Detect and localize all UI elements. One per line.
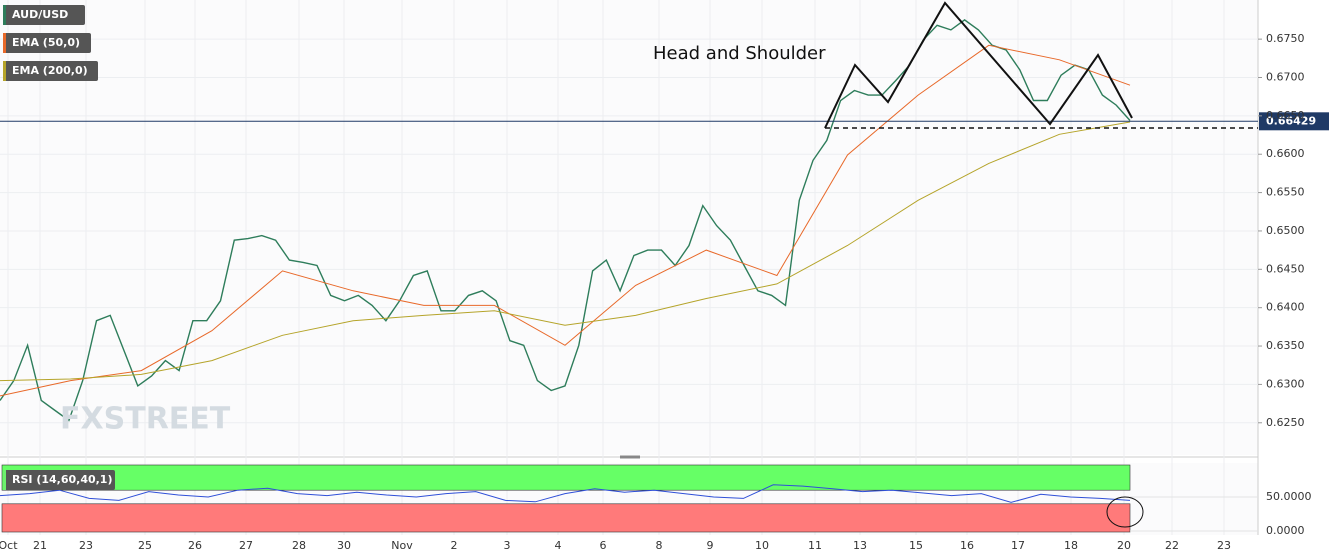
x-tick-label: 26 [188,539,202,552]
x-tick-label: 21 [33,539,47,552]
x-tick-label: 13 [853,539,867,552]
x-tick-label: 15 [909,539,923,552]
y-tick-label: 0.6400 [1266,301,1305,314]
x-tick-label: Oct [0,539,18,552]
x-tick-label: 27 [239,539,253,552]
price-pane [0,0,1258,455]
series-line [0,121,1131,382]
legend-swatch [3,61,6,81]
x-tick-label: 4 [555,539,562,552]
x-tick-label: 28 [292,539,306,552]
y-tick-label: 0.6550 [1266,186,1305,199]
x-tick-label: 23 [79,539,93,552]
y-tick-label: 0.6750 [1266,32,1305,45]
series-line [0,44,1131,397]
rsi-line [0,484,1131,503]
watermark: FXSTREET [60,402,231,437]
rsi-circle [1106,496,1144,528]
legend-label: AUD/USD [12,8,68,21]
price-tag [1259,112,1329,131]
y-tick-label: 0.6650 [1266,109,1305,122]
x-tick-label: 9 [707,539,714,552]
x-tick-label: 16 [960,539,974,552]
x-tick-label: 22 [1165,539,1179,552]
x-tick-label: 18 [1064,539,1078,552]
legend-swatch [3,5,6,25]
rsi-tick-label: 50.0000 [1266,490,1312,503]
pattern [824,1,1258,528]
rsi-label-box [3,470,115,490]
x-tick-label: 10 [755,539,769,552]
legend-swatch [3,33,6,53]
y-tick-label: 0.6450 [1266,262,1305,275]
rsi-label: RSI (14,60,40,1) [12,473,112,486]
x-tick-label: 20 [1117,539,1131,552]
y-tick-label: 0.6500 [1266,224,1305,237]
price-tag-label: 0.66429 [1266,114,1316,127]
legend-label: EMA (50,0) [12,36,80,49]
x-tick-label: 3 [504,539,511,552]
rsi-swatch [3,470,6,490]
legend-label: EMA (200,0) [12,64,88,77]
legend-box [3,33,91,53]
y-tick-label: 0.6250 [1266,416,1305,429]
rsi-upper-zone [1,464,1131,491]
x-tick-label: 30 [337,539,351,552]
x-tick-label: 2 [451,539,458,552]
y-tick-label: 0.6700 [1266,70,1305,83]
rsi-lower-zone [1,503,1131,533]
x-tick-label: 17 [1011,539,1025,552]
x-tick-label: 6 [600,539,607,552]
x-tick-label: 23 [1217,539,1231,552]
x-tick-label: 25 [138,539,152,552]
y-tick-label: 0.6350 [1266,339,1305,352]
legend-box [3,5,85,25]
series-line [0,19,1131,422]
head-shoulder-lines [824,1,1133,129]
x-tick-label: 8 [656,539,663,552]
y-tick-label: 0.6300 [1266,377,1305,390]
x-tick-label: 11 [808,539,822,552]
annotation: Head and Shoulder [653,43,826,64]
rsi-tick-label: 0.0000 [1266,524,1305,537]
y-tick-label: 0.6600 [1266,147,1305,160]
legend-box [3,61,98,81]
x-tick-label: Nov [391,539,413,552]
